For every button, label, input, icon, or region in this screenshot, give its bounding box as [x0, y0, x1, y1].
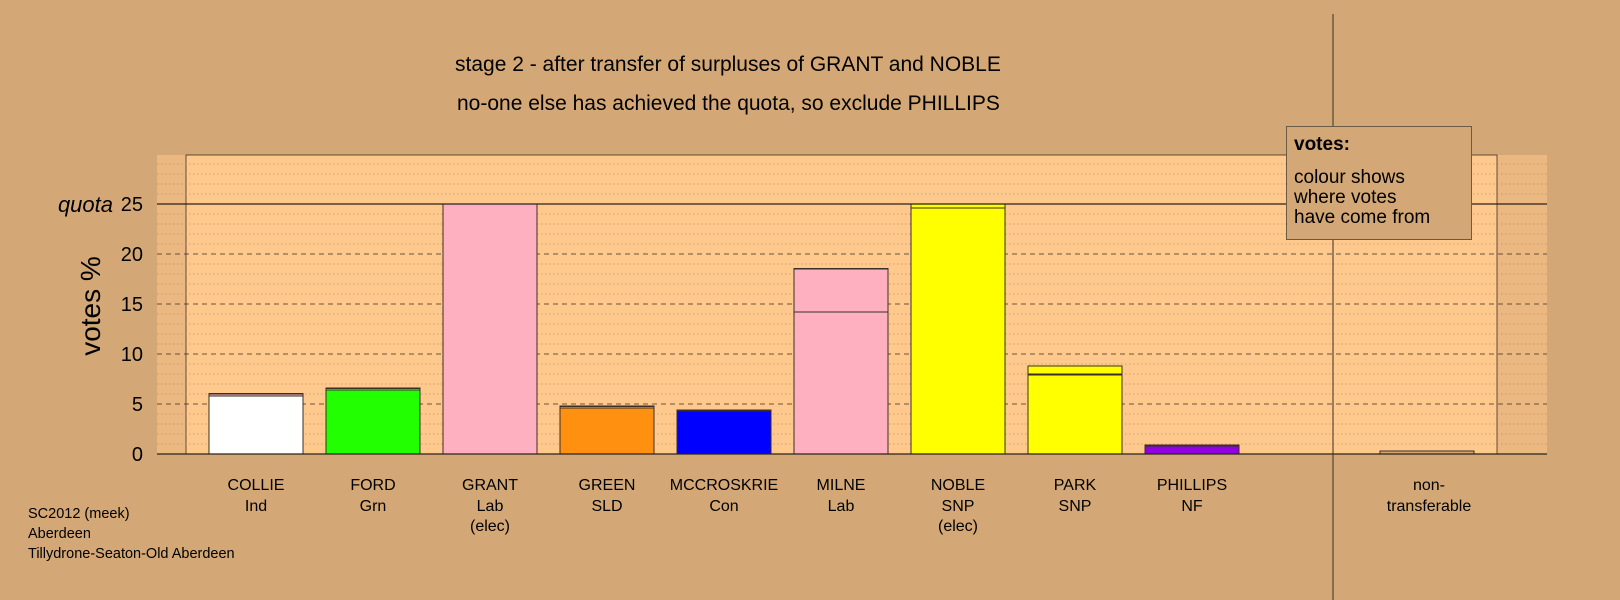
y-tick-label: 20: [121, 244, 143, 266]
category-label: PHILLIPS: [1157, 477, 1227, 494]
bar-segment: [1027, 374, 1123, 455]
y-tick-label: 5: [132, 394, 143, 416]
footer-council: Aberdeen: [28, 526, 91, 542]
bar-segment: [793, 268, 889, 270]
quota-label: quota: [58, 192, 113, 217]
footer-source: SC2012 (meek): [28, 506, 130, 522]
bar-segment: [559, 405, 655, 407]
chart-subtitle: no-one else has achieved the quota, so e…: [457, 92, 1000, 115]
bar-segment: [208, 395, 304, 455]
category-party-label: SNP: [1059, 498, 1092, 515]
bar-segment: [442, 203, 538, 455]
y-axis-label: votes %: [75, 256, 106, 356]
chart-title: stage 2 - after transfer of surpluses of…: [455, 53, 1001, 76]
y-tick-label: 0: [132, 444, 143, 466]
category-party-label: SNP: [942, 498, 975, 515]
bar-segment: [676, 410, 772, 455]
category-note-label: (elec): [470, 518, 510, 535]
legend-line-3: have come from: [1294, 207, 1431, 228]
legend-title: votes:: [1294, 134, 1350, 155]
bar-segment: [676, 409, 772, 411]
bar-segment: [325, 387, 421, 389]
bar-segment: [1144, 445, 1240, 455]
bar-segment: [325, 389, 421, 455]
category-party-label: Lab: [828, 498, 855, 515]
category-party-label: Ind: [245, 498, 267, 515]
bar-segment: [1027, 365, 1123, 375]
nontransferable-label-2: transferable: [1387, 498, 1472, 515]
legend-line-1: colour shows: [1294, 167, 1405, 188]
category-party-label: Con: [709, 498, 738, 515]
legend: votes: colour shows where votes have com…: [1286, 126, 1472, 240]
y-tick-label: 15: [121, 294, 143, 316]
category-party-label: SLD: [591, 498, 622, 515]
bar-segment: [793, 268, 889, 313]
y-tick-label: 25: [121, 194, 143, 216]
category-label: FORD: [350, 477, 395, 494]
category-label: COLLIE: [228, 477, 285, 494]
y-tick-label: 10: [121, 344, 143, 366]
category-label: PARK: [1054, 477, 1097, 494]
bar-segment: [793, 311, 889, 455]
category-label: GRANT: [462, 477, 518, 494]
bar-segment: [1144, 444, 1240, 447]
bar-segment: [559, 407, 655, 455]
category-party-label: Lab: [477, 498, 504, 515]
bar-segment: [910, 207, 1006, 455]
category-note-label: (elec): [938, 518, 978, 535]
footer-ward: Tillydrone-Seaton-Old Aberdeen: [28, 546, 235, 562]
category-label: MCCROSKRIE: [670, 477, 778, 494]
bar-segment: [208, 393, 304, 395]
category-label: NOBLE: [931, 477, 985, 494]
category-label: MILNE: [817, 477, 866, 494]
category-party-label: Grn: [360, 498, 387, 515]
category-label: GREEN: [579, 477, 636, 494]
legend-line-2: where votes: [1294, 187, 1397, 208]
nontransferable-label-1: non-: [1413, 477, 1445, 494]
category-party-label: NF: [1181, 498, 1203, 515]
